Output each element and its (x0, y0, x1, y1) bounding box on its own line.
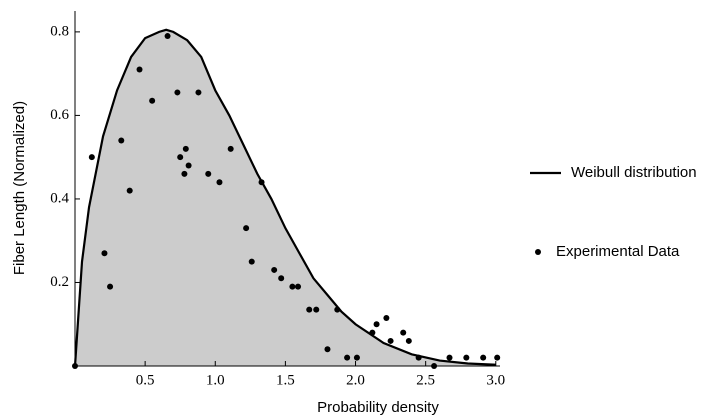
data-point (387, 337, 394, 344)
data-point (164, 33, 171, 40)
data-point (400, 329, 407, 336)
data-point (216, 179, 223, 186)
data-point (271, 266, 278, 273)
x-axis-label: Probability density (317, 399, 439, 416)
x-tick-label: 1.5 (276, 372, 295, 388)
data-point (446, 354, 453, 361)
data-point (118, 137, 125, 144)
data-point (88, 154, 95, 161)
data-point (136, 66, 143, 73)
data-point (383, 314, 390, 321)
legend-marker (535, 249, 541, 255)
data-point (313, 306, 320, 313)
y-tick-label: 0.2 (50, 274, 69, 290)
area-fill (75, 29, 496, 366)
y-tick-label: 0.6 (50, 107, 69, 123)
data-point (177, 154, 184, 161)
data-point (278, 275, 285, 282)
x-tick-label: 0.5 (136, 372, 155, 388)
legend-label: Weibull distribution (571, 164, 697, 181)
data-point (353, 354, 360, 361)
data-point (181, 170, 188, 177)
data-point (405, 337, 412, 344)
y-tick-label: 0.4 (50, 190, 69, 206)
data-point (463, 354, 470, 361)
x-tick-label: 2.0 (346, 372, 365, 388)
data-point (415, 354, 422, 361)
data-point (258, 179, 265, 186)
x-tick-label: 3.0 (486, 372, 505, 388)
plot-marks (72, 28, 501, 369)
data-point (494, 354, 501, 361)
data-point (126, 187, 133, 194)
data-point (205, 170, 212, 177)
y-tick-label: 0.8 (50, 23, 69, 39)
x-tick-label: 2.5 (416, 372, 435, 388)
data-point (480, 354, 487, 361)
data-point (248, 258, 255, 265)
data-point (369, 329, 376, 336)
data-point (182, 145, 189, 152)
data-point (195, 89, 202, 96)
data-point (185, 162, 192, 169)
data-point (149, 97, 156, 104)
data-point (243, 225, 250, 232)
data-point (344, 354, 351, 361)
data-point (101, 250, 108, 257)
data-point (324, 346, 331, 353)
data-point (289, 283, 296, 290)
legend-label: Experimental Data (556, 243, 680, 260)
data-point (174, 89, 181, 96)
data-point (227, 145, 234, 152)
data-point (107, 283, 114, 290)
data-point (334, 306, 341, 313)
data-point (295, 283, 302, 290)
data-point (306, 306, 313, 313)
data-point (373, 321, 380, 328)
y-axis-label: Fiber Length (Normalized) (11, 101, 28, 275)
x-tick-label: 1.0 (206, 372, 225, 388)
